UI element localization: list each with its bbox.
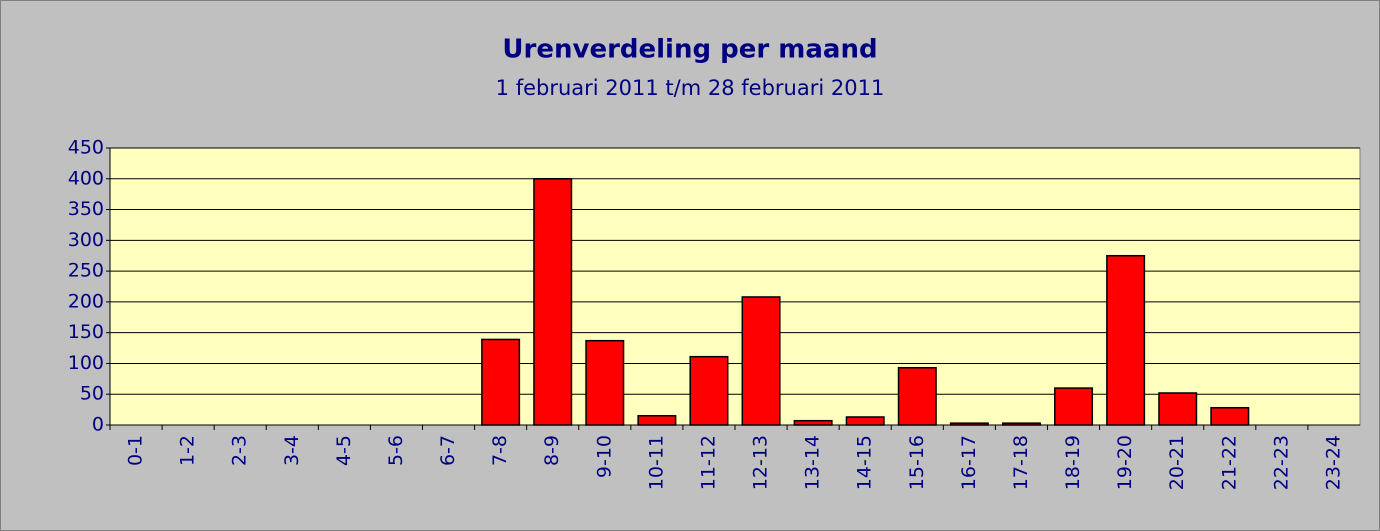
x-tick-label: 2-3 bbox=[229, 435, 251, 466]
chart-title: Urenverdeling per maand bbox=[502, 35, 877, 65]
bar bbox=[481, 338, 521, 426]
x-tick-label: 22-23 bbox=[1270, 435, 1292, 490]
bar bbox=[533, 178, 573, 426]
y-tick-label: 150 bbox=[68, 321, 104, 343]
bar bbox=[1054, 387, 1094, 426]
y-tick-label: 50 bbox=[80, 383, 104, 405]
bar bbox=[845, 416, 885, 426]
x-tick-label: 11-12 bbox=[697, 435, 719, 490]
y-tick-label: 250 bbox=[68, 260, 104, 282]
y-tick-label: 300 bbox=[68, 229, 104, 251]
x-tick-label: 1-2 bbox=[177, 435, 199, 466]
bar bbox=[689, 355, 729, 426]
x-tick-label: 14-15 bbox=[854, 435, 876, 490]
bar bbox=[1106, 254, 1146, 426]
bar bbox=[793, 419, 833, 426]
plot-area bbox=[109, 147, 1361, 426]
chart-subtitle: 1 februari 2011 t/m 28 februari 2011 bbox=[496, 76, 885, 100]
y-tick-label: 0 bbox=[92, 414, 104, 436]
x-tick-label: 6-7 bbox=[437, 435, 459, 466]
x-tick-label: 3-4 bbox=[281, 435, 303, 466]
bar bbox=[741, 296, 781, 426]
x-tick-label: 12-13 bbox=[750, 435, 772, 490]
x-tick-label: 10-11 bbox=[645, 435, 667, 490]
x-tick-label: 17-18 bbox=[1010, 435, 1032, 490]
x-tick-label: 20-21 bbox=[1166, 435, 1188, 490]
x-tick-label: 18-19 bbox=[1062, 435, 1084, 490]
x-tick-label: 13-14 bbox=[802, 435, 824, 490]
y-tick-label: 100 bbox=[68, 352, 104, 374]
y-tick-label: 400 bbox=[68, 167, 104, 189]
x-tick-label: 16-17 bbox=[958, 435, 980, 490]
x-tick-label: 5-6 bbox=[385, 435, 407, 466]
x-tick-label: 7-8 bbox=[489, 435, 511, 466]
x-tick-label: 15-16 bbox=[906, 435, 928, 490]
bar bbox=[1210, 407, 1250, 426]
bar bbox=[897, 367, 937, 426]
x-tick-label: 21-22 bbox=[1218, 435, 1240, 490]
bar bbox=[1158, 392, 1198, 426]
bar bbox=[585, 339, 625, 426]
x-tick-label: 23-24 bbox=[1322, 435, 1344, 490]
bar bbox=[637, 415, 677, 426]
x-tick-label: 19-20 bbox=[1114, 435, 1136, 490]
y-tick-label: 200 bbox=[68, 290, 104, 312]
x-tick-label: 0-1 bbox=[125, 435, 147, 466]
x-tick-label: 9-10 bbox=[593, 435, 615, 478]
y-tick-label: 450 bbox=[68, 137, 104, 159]
x-tick-label: 8-9 bbox=[541, 435, 563, 466]
x-tick-label: 4-5 bbox=[333, 435, 355, 466]
y-tick-label: 350 bbox=[68, 198, 104, 220]
